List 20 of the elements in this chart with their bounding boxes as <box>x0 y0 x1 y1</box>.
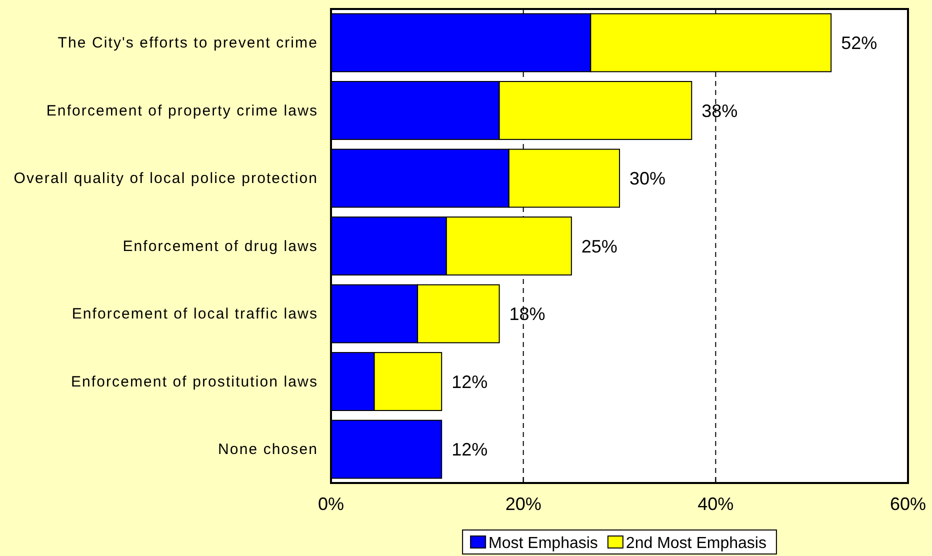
total-label: 18% <box>509 304 546 324</box>
x-tick-label: 0% <box>318 494 344 514</box>
y-tick-label: Overall quality of local police protection <box>14 170 318 188</box>
total-label: 30% <box>630 168 666 189</box>
total-label: 38% <box>702 100 738 121</box>
x-tick-label: 60% <box>890 494 926 514</box>
y-tick-label: Enforcement of local traffic laws <box>72 306 318 323</box>
x-tick-label: 40% <box>698 494 734 514</box>
total-label: 12% <box>452 372 488 392</box>
y-tick-label: None chosen <box>218 441 318 458</box>
legend-label: 2nd Most Emphasis <box>626 534 766 552</box>
y-tick-label: Enforcement of property crime laws <box>46 102 318 120</box>
legend-label: Most Emphasis <box>488 534 598 552</box>
total-label: 52% <box>841 33 878 54</box>
total-label: 12% <box>452 440 488 460</box>
x-tick-label: 20% <box>505 494 542 514</box>
y-tick-label: The City's efforts to prevent crime <box>58 34 318 52</box>
y-tick-label: Enforcement of prostitution laws <box>70 373 318 390</box>
y-tick-label: Enforcement of drug laws <box>122 238 318 255</box>
total-label: 25% <box>581 236 618 256</box>
